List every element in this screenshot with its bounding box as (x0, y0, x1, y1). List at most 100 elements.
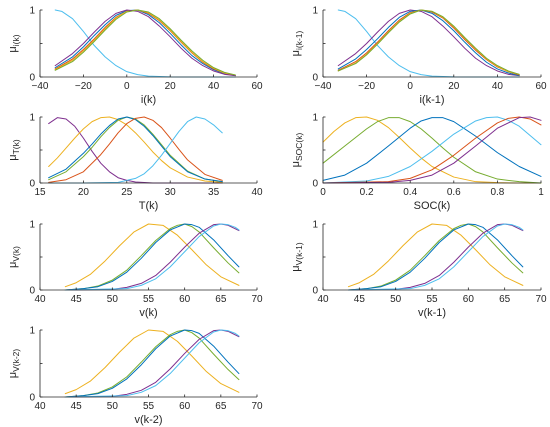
x-tick-label: −40 (32, 81, 49, 92)
membership-curve-3 (54, 9, 236, 77)
membership-curve-5 (337, 9, 520, 75)
x-tick-label: 65 (499, 294, 511, 305)
subplot-5: 40 45 50 55 60 65 70 0 1 v(k) μV(k) (7, 220, 263, 320)
x-tick-label: 0.2 (360, 187, 374, 198)
membership-curve-4 (337, 9, 520, 76)
membership-curve-5 (64, 329, 240, 398)
x-tick-label: 40 (251, 187, 263, 198)
membership-curve-2 (64, 223, 240, 291)
y-tick-label: 0 (312, 286, 318, 297)
x-tick-label: 40 (317, 294, 329, 305)
membership-curve-5 (48, 116, 223, 183)
x-tick-label: 20 (165, 81, 177, 92)
membership-curve-2 (337, 9, 520, 77)
x-tick-label: 70 (251, 401, 263, 412)
subplot-3: 15 20 25 30 35 40 0 1 T(k) μT(k) (7, 113, 263, 213)
membership-curve-3 (64, 223, 240, 291)
x-tick-label: 40 (34, 294, 46, 305)
x-tick-label: 40 (34, 401, 46, 412)
y-tick-label: 1 (312, 113, 318, 124)
x-tick-label: 60 (463, 294, 475, 305)
x-tick-label: 65 (215, 294, 227, 305)
y-tick-label: 0 (312, 179, 318, 190)
x-tick-label: 40 (492, 81, 504, 92)
membership-curve-5 (322, 116, 542, 184)
x-tick-label: 65 (215, 401, 227, 412)
membership-curve-1 (347, 223, 524, 288)
subplot-7: 40 45 50 55 60 65 70 0 1 v(k-2) μV(k-2) (7, 326, 263, 427)
membership-curve-6 (322, 116, 542, 184)
membership-curve-6 (54, 9, 236, 76)
x-tick-label: −40 (315, 81, 332, 92)
membership-curve-4 (48, 116, 223, 183)
membership-curve-3 (64, 329, 240, 398)
membership-curve-6 (337, 9, 520, 75)
y-tick-label: 1 (312, 6, 318, 17)
membership-curve-2 (54, 9, 236, 77)
y-axis-label: μV(k-1) (290, 242, 304, 272)
x-axis-label: i(k-1) (419, 94, 444, 106)
x-tick-label: 25 (121, 187, 133, 198)
x-tick-label: 0.6 (447, 187, 461, 198)
x-tick-label: 35 (208, 187, 220, 198)
x-tick-label: 0 (407, 81, 413, 92)
x-tick-label: 70 (251, 294, 263, 305)
x-tick-label: 55 (426, 294, 438, 305)
x-axis-label: v(k) (139, 307, 157, 319)
x-tick-label: −20 (358, 81, 375, 92)
membership-curve-6 (48, 116, 223, 184)
membership-curve-2 (322, 117, 542, 184)
x-tick-label: 0 (124, 81, 130, 92)
x-tick-label: 50 (390, 294, 402, 305)
y-tick-label: 0 (29, 73, 35, 84)
membership-curve-1 (64, 223, 240, 288)
x-axis-label: T(k) (139, 200, 159, 212)
y-axis-label: μT(k) (7, 139, 21, 161)
subplot-1: −40 −20 0 20 40 60 0 1 i(k) μi(k) (7, 6, 263, 107)
membership-curve-2 (64, 329, 240, 398)
x-axis-label: v(k-2) (134, 414, 162, 426)
x-tick-label: 60 (179, 401, 191, 412)
y-tick-label: 1 (29, 113, 35, 124)
x-axis-label: SOC(k) (414, 200, 451, 212)
x-tick-label: 45 (71, 294, 83, 305)
membership-curve-3 (322, 117, 542, 181)
x-tick-label: 55 (143, 401, 155, 412)
membership-curve-2 (48, 116, 223, 183)
y-axis-label: μi(k-1) (290, 30, 304, 56)
x-tick-label: −20 (75, 81, 92, 92)
y-tick-label: 0 (312, 73, 318, 84)
y-axis-label: μSOC(k) (290, 133, 304, 168)
x-tick-label: 60 (179, 294, 191, 305)
x-tick-label: 50 (107, 401, 119, 412)
membership-curve-1 (64, 329, 240, 395)
x-tick-label: 70 (535, 294, 547, 305)
x-tick-label: 0 (320, 187, 326, 198)
x-tick-label: 50 (107, 294, 119, 305)
membership-curve-1 (322, 116, 542, 184)
x-tick-label: 60 (251, 81, 263, 92)
y-tick-label: 1 (29, 326, 35, 337)
membership-curve-4 (322, 116, 542, 184)
x-tick-label: 1 (538, 187, 544, 198)
x-axis-label: v(k-1) (418, 307, 446, 319)
x-tick-label: 55 (143, 294, 155, 305)
y-tick-label: 1 (29, 220, 35, 231)
membership-curve-1 (337, 9, 520, 78)
subplot-6: 40 45 50 55 60 65 70 0 1 v(k-1) μV(k-1) (290, 220, 547, 320)
membership-curve-4 (54, 9, 236, 76)
x-tick-label: 40 (208, 81, 220, 92)
x-tick-label: 30 (165, 187, 177, 198)
y-axis-label: μi(k) (7, 34, 21, 52)
subplot-2: −40 −20 0 20 40 60 0 1 i(k-1) μi(k-1) (290, 6, 547, 107)
x-tick-label: 60 (535, 81, 547, 92)
membership-curve-2 (347, 223, 524, 291)
membership-curve-5 (54, 9, 236, 77)
membership-curve-5 (64, 223, 240, 291)
y-tick-label: 0 (29, 286, 35, 297)
y-axis-label: μV(k) (7, 246, 21, 268)
x-tick-label: 45 (354, 294, 366, 305)
x-tick-label: 0.4 (403, 187, 417, 198)
x-axis-label: i(k) (141, 94, 156, 106)
